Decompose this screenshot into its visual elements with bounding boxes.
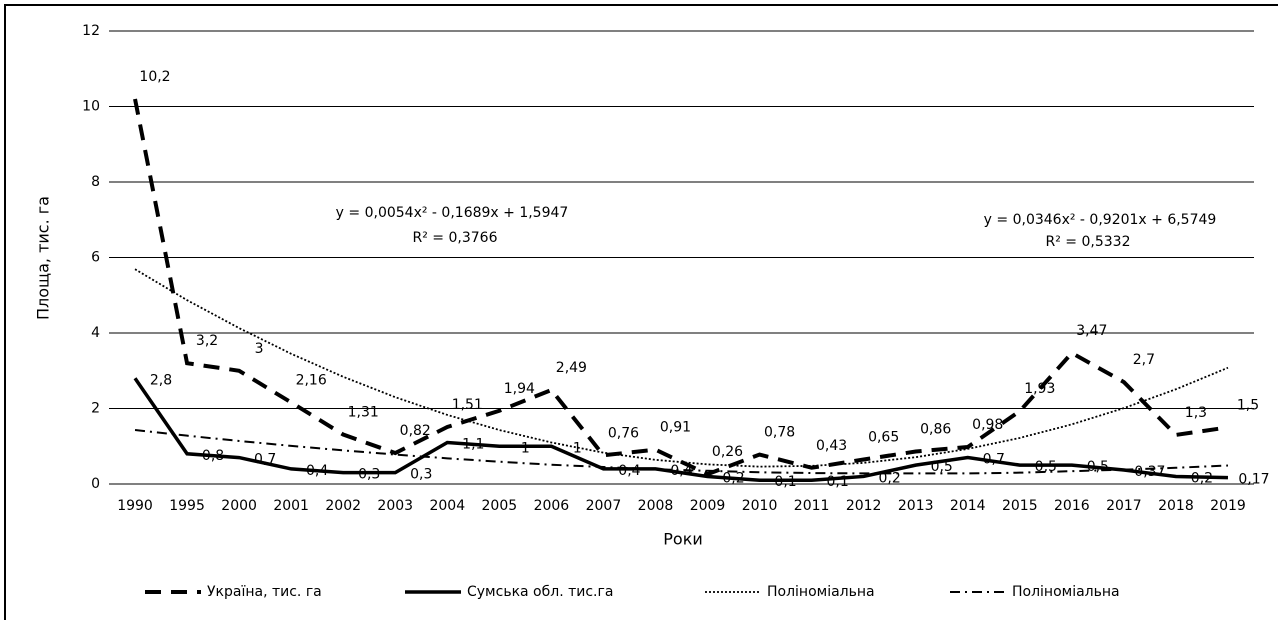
y-tick-label: 12 [82,23,100,39]
data-label: 0,82 [400,423,431,439]
x-tick-label: 1995 [169,498,205,514]
x-tick-label: 2010 [742,498,778,514]
data-label: 0,1 [774,474,796,490]
y-tick-label: 6 [91,250,100,266]
data-label: 0,2 [879,470,901,486]
x-tick-label: 2003 [377,498,413,514]
data-label: 1,51 [452,397,483,413]
x-tick-label: 2017 [1106,498,1142,514]
equation: y = 0,0054x² - 0,1689x + 1,5947 [336,205,569,221]
data-label: 0,43 [816,438,847,454]
data-label: 0,4 [670,463,692,479]
data-label: 1,93 [1024,381,1055,397]
x-tick-label: 2011 [794,498,830,514]
x-tick-label: 2006 [534,498,570,514]
x-tick-label: 2002 [325,498,361,514]
x-tick-label: 2019 [1210,498,1246,514]
x-tick-label: 2016 [1054,498,1090,514]
data-label: 0,5 [1087,459,1109,475]
y-tick-label: 4 [91,325,100,341]
data-label: 1,1 [462,436,484,452]
data-label: 2,7 [1133,352,1155,368]
x-tick-label: 2007 [586,498,622,514]
frame [4,4,1278,620]
x-tick-label: 2009 [690,498,726,514]
data-label: 1,94 [504,381,535,397]
data-label: 0,8 [202,448,224,464]
x-tick-label: 2001 [273,498,309,514]
data-label: 1 [573,440,582,456]
x-tick-label: 2004 [429,498,465,514]
y-tick-label: 10 [82,99,100,115]
data-label: 0,78 [764,425,795,441]
y-axis-title: Площа, тис. га [34,196,53,320]
data-label: 10,2 [139,69,170,85]
data-label: 0,2 [1191,470,1213,486]
data-label: 0,65 [868,429,899,445]
data-label: 0,4 [306,463,328,479]
legend-label: Сумська обл. тис.га [467,584,613,600]
series-line [134,268,1229,468]
equation: y = 0,0346x² - 0,9201x + 6,5749 [984,212,1217,228]
data-label: 1,5 [1237,397,1259,413]
y-tick-label: 0 [91,476,100,492]
r-squared: R² = 0,3766 [413,230,498,246]
data-label: 0,7 [983,452,1005,468]
x-tick-label: 2008 [638,498,674,514]
data-label: 0,17 [1238,472,1269,488]
data-label: 2,49 [556,360,587,376]
data-label: 0,3 [410,467,432,483]
data-label: 0,86 [920,422,951,438]
data-label: 0,1 [826,474,848,490]
data-label: 2,8 [150,372,172,388]
data-label: 0,91 [660,420,691,436]
legend-label: Україна, тис. га [207,584,322,600]
series-line [133,377,1229,482]
data-label: 0,98 [972,417,1003,433]
data-label: 1,31 [348,405,379,421]
data-label: 0,37 [1134,464,1165,480]
data-label: 3 [255,341,264,357]
series-line [134,429,1229,475]
x-tick-label: 2012 [846,498,882,514]
data-label: 0,76 [608,425,639,441]
x-tick-label: 2015 [1002,498,1038,514]
x-tick-label: 1990 [117,498,153,514]
x-tick-label: 2005 [482,498,518,514]
data-label: 3,2 [196,333,218,349]
legend-label: Поліноміальна [1012,584,1120,600]
x-tick-label: 2013 [898,498,934,514]
y-tick-label: 8 [91,174,100,190]
data-label: 1,3 [1185,405,1207,421]
x-axis-title: Роки [663,530,703,549]
data-label: 0,7 [254,452,276,468]
series-line [133,98,1229,477]
data-label: 0,4 [618,463,640,479]
x-tick-label: 2000 [221,498,257,514]
x-tick-label: 2014 [950,498,986,514]
data-label: 0,3 [358,467,380,483]
y-tick-label: 2 [91,401,100,417]
legend-label: Поліноміальна [767,584,875,600]
x-tick-label: 2018 [1158,498,1194,514]
data-label: 3,47 [1076,323,1107,339]
data-label: 2,16 [296,372,327,388]
data-label: 0,26 [712,444,743,460]
data-label: 0,5 [931,459,953,475]
data-label: 0,2 [722,470,744,486]
r-squared: R² = 0,5332 [1046,234,1131,250]
data-label: 1 [521,440,530,456]
